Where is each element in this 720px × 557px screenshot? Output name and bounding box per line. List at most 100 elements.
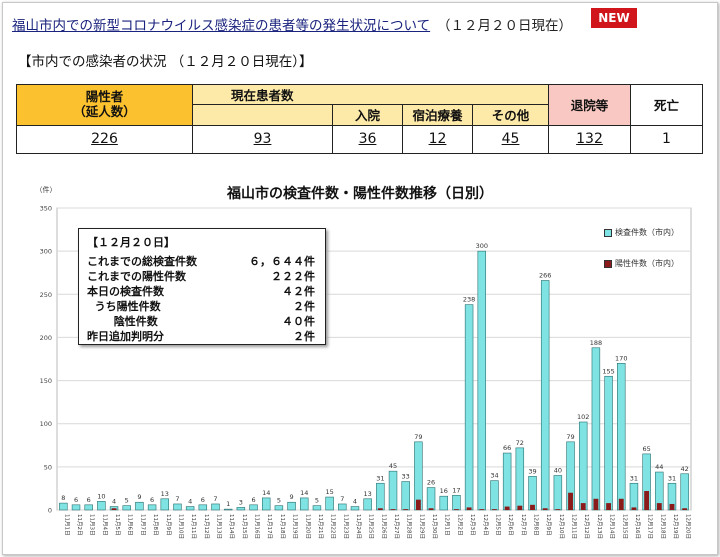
info-row-value: ４０件 — [282, 315, 315, 328]
x-tick-label: 12月4日 — [482, 514, 489, 536]
x-tick-label: 12月11日 — [571, 514, 578, 539]
info-row-value: ２件 — [293, 300, 315, 313]
y-tick-label: 150 — [40, 377, 52, 385]
data-label-tests: 7 — [175, 495, 179, 503]
x-tick-label: 11月8日 — [152, 514, 159, 536]
bar-tests — [236, 507, 246, 511]
data-label-tests: 7 — [213, 495, 217, 503]
data-label-tests: 102 — [577, 413, 589, 421]
data-label-tests: 5 — [315, 497, 319, 505]
x-tick-label: 12月12日 — [583, 514, 590, 539]
section-title: 【市内での感染者の状況 （１２月２０日現在）】 — [18, 54, 313, 70]
data-label-tests: 238 — [463, 296, 475, 304]
bar-tests — [312, 505, 322, 511]
new-badge: NEW — [591, 8, 637, 28]
bar-positives — [542, 508, 548, 510]
x-tick-label: 12月16日 — [634, 514, 641, 539]
bar-tests — [84, 504, 93, 511]
discharged-value-cell: 132 — [548, 124, 632, 155]
x-tick-label: 11月7日 — [139, 514, 146, 536]
x-tick-label: 11月25日 — [368, 514, 375, 539]
header-link[interactable]: 福山市内での新型コロナウイルス感染症の患者等の発生状況について — [12, 18, 431, 34]
bar-tests — [59, 502, 68, 511]
hospital-value-cell: 36 — [332, 124, 403, 155]
x-tick-label: 11月2日 — [76, 514, 83, 536]
current-value[interactable]: 93 — [253, 131, 272, 148]
x-tick-label: 11月13日 — [216, 514, 223, 539]
y-tick-label: 300 — [40, 248, 52, 256]
data-label-tests: 188 — [590, 339, 602, 347]
discharged-value[interactable]: 132 — [576, 131, 603, 148]
data-label-tests: 15 — [325, 488, 333, 496]
bar-positives — [504, 506, 510, 510]
x-tick-label: 11月6日 — [127, 514, 134, 536]
bar-positives — [656, 503, 662, 510]
data-label-tests: 72 — [516, 439, 524, 447]
bar-positives — [580, 503, 586, 510]
x-tick-label: 11月21日 — [317, 514, 324, 539]
positive-value[interactable]: 226 — [91, 131, 118, 148]
bar-positives — [631, 507, 637, 510]
other-value[interactable]: 45 — [501, 131, 520, 148]
other-value-cell: 45 — [471, 124, 550, 155]
bar-tests — [338, 503, 347, 511]
hotel-header: 宿泊療養 — [402, 104, 473, 126]
bar-tests — [515, 447, 525, 511]
y-tick-label: 350 — [40, 205, 52, 213]
x-tick-label: 12月5日 — [494, 514, 501, 536]
data-label-tests: 45 — [389, 462, 397, 470]
bar-tests — [325, 496, 334, 511]
bar-positives — [593, 498, 599, 510]
data-label-tests: 34 — [490, 472, 498, 480]
bar-tests — [185, 506, 195, 511]
x-tick-label: 12月19日 — [672, 514, 679, 539]
bar-positives — [669, 503, 675, 510]
info-row: これまでの総検査件数 ６，６４４件 — [87, 253, 315, 269]
bar-tests — [591, 347, 601, 511]
positive-label-1: 陽性者 — [85, 89, 124, 105]
data-label-tests: 4 — [112, 498, 116, 506]
death-value-cell: 1 — [630, 124, 704, 155]
data-label-tests: 155 — [602, 367, 614, 375]
x-tick-label: 11月10日 — [177, 514, 184, 539]
data-label-tests: 26 — [427, 479, 435, 487]
hospital-value[interactable]: 36 — [358, 131, 377, 148]
data-label-tests: 42 — [681, 465, 689, 473]
info-row-value: ２件 — [293, 330, 315, 343]
info-row-value: ４２件 — [282, 285, 315, 298]
y-axis-label: （件） — [36, 185, 57, 194]
bar-tests — [401, 481, 410, 511]
y-tick-label: 200 — [40, 334, 52, 342]
info-row-value: ６，６４４件 — [249, 255, 315, 268]
hotel-value-cell: 12 — [402, 124, 473, 155]
x-tick-label: 12月8日 — [533, 514, 540, 536]
x-tick-label: 12月20日 — [685, 514, 692, 539]
y-tick-label: 250 — [40, 291, 52, 299]
data-label-tests: 31 — [668, 474, 676, 482]
bar-tests — [490, 480, 499, 511]
x-tick-label: 12月13日 — [596, 514, 603, 539]
bar-positives — [415, 499, 421, 510]
bar-positives — [479, 509, 485, 510]
x-tick-label: 12月17日 — [647, 514, 654, 539]
bar-positives — [618, 498, 624, 510]
data-label-tests: 17 — [452, 486, 460, 494]
bar-tests — [223, 508, 233, 511]
bar-tests — [578, 421, 588, 511]
info-row-label: 陰性件数 — [87, 315, 158, 328]
bar-tests — [629, 482, 639, 511]
bar-tests — [198, 504, 208, 511]
hotel-value[interactable]: 12 — [428, 131, 447, 148]
data-label-tests: 7 — [340, 495, 344, 503]
bar-tests — [376, 482, 385, 511]
positive-label-2: （延人数） — [73, 103, 136, 119]
info-box: 【１２月２０日】 これまでの総検査件数 ６，６４４件 これまでの陽性件数 ２２２件 本日… — [78, 228, 326, 345]
x-tick-label: 11月23日 — [342, 514, 349, 539]
data-label-tests: 44 — [655, 463, 663, 471]
x-tick-label: 11月26日 — [380, 514, 387, 539]
data-label-tests: 31 — [376, 474, 384, 482]
bar-positives — [555, 509, 561, 510]
bar-positives — [403, 509, 409, 510]
y-tick-label: 50 — [44, 463, 52, 471]
